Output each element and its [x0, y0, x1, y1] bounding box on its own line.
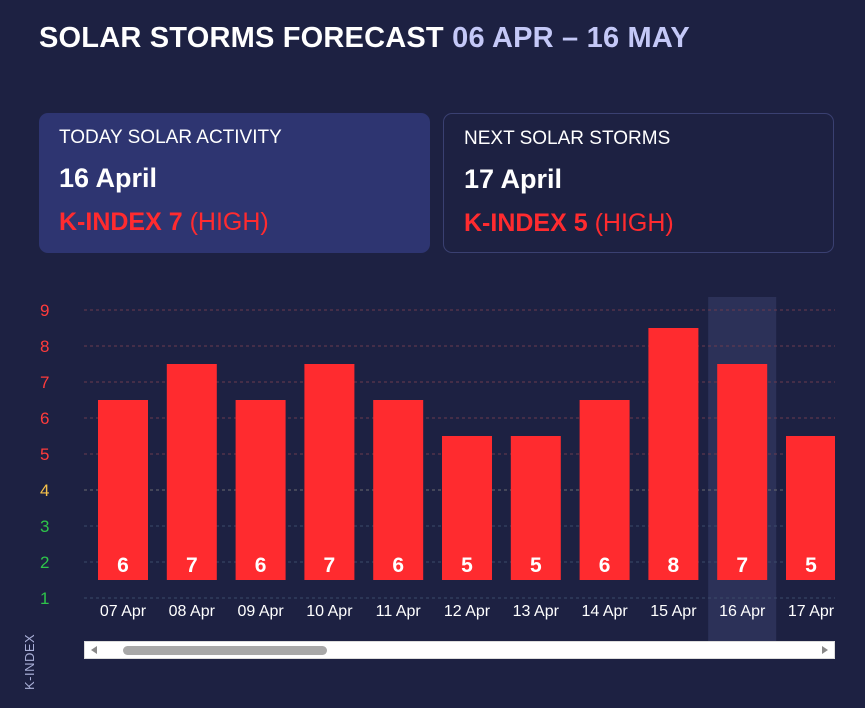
bar-7 — [579, 400, 630, 580]
bar-3 — [304, 364, 355, 580]
today-kindex: K-INDEX 7 (HIGH) — [59, 208, 410, 237]
title-text: SOLAR STORMS FORECAST — [39, 22, 444, 54]
x-tick-label-10: 17 Apr — [788, 603, 835, 620]
bar-value-label-1: 7 — [186, 554, 198, 577]
scroll-right-arrow-icon[interactable] — [822, 646, 828, 654]
next-card-label: NEXT SOLAR STORMS — [464, 128, 671, 149]
y-tick-label-4: 4 — [40, 481, 49, 500]
x-tick-label-6: 13 Apr — [513, 603, 560, 620]
bar-5 — [442, 436, 492, 580]
x-tick-label-8: 15 Apr — [650, 603, 697, 620]
today-card-label: TODAY SOLAR ACTIVITY — [59, 127, 282, 148]
bar-value-label-4: 6 — [392, 554, 404, 577]
x-tick-label-9: 16 Apr — [719, 603, 766, 620]
bar-value-label-5: 5 — [461, 554, 473, 577]
next-date: 17 April — [464, 164, 563, 194]
bar-8 — [648, 328, 699, 580]
bar-value-label-3: 7 — [324, 554, 336, 577]
bar-value-label-10: 5 — [805, 554, 817, 577]
bar-10 — [786, 436, 835, 580]
bar-0 — [98, 400, 148, 580]
page-title: SOLAR STORMS FORECAST 06 APR – 16 MAY — [39, 22, 690, 55]
y-tick-label-9: 9 — [40, 301, 49, 320]
date-range: 06 APR – 16 MAY — [452, 22, 690, 54]
next-kindex: K-INDEX 5 (HIGH) — [464, 209, 813, 238]
bar-value-label-7: 6 — [599, 554, 611, 577]
x-tick-label-1: 08 Apr — [169, 603, 216, 620]
bar-2 — [235, 400, 286, 580]
x-tick-label-5: 12 Apr — [444, 603, 491, 620]
y-tick-label-2: 2 — [40, 553, 49, 572]
next-kindex-level: (HIGH) — [594, 209, 674, 237]
y-tick-label-6: 6 — [40, 409, 49, 428]
y-tick-label-7: 7 — [40, 373, 49, 392]
scroll-left-arrow-icon[interactable] — [91, 646, 97, 654]
y-tick-label-5: 5 — [40, 445, 49, 464]
next-kindex-value: K-INDEX 5 — [464, 209, 588, 237]
bar-value-label-8: 8 — [668, 554, 680, 577]
bar-9 — [717, 364, 768, 580]
bar-value-label-9: 7 — [736, 554, 748, 577]
bar-6 — [510, 436, 561, 580]
x-tick-label-0: 07 Apr — [100, 603, 147, 620]
today-kindex-value: K-INDEX 7 — [59, 208, 183, 236]
scrollbar-thumb[interactable] — [123, 646, 327, 655]
x-tick-label-7: 14 Apr — [581, 603, 628, 620]
today-kindex-level: (HIGH) — [189, 208, 269, 236]
bar-value-label-6: 5 — [530, 554, 542, 577]
next-storm-card: NEXT SOLAR STORMS 17 April K-INDEX 5 (HI… — [443, 113, 834, 253]
y-tick-label-1: 1 — [40, 589, 49, 608]
chart-horizontal-scrollbar[interactable] — [84, 641, 835, 659]
x-tick-label-4: 11 Apr — [376, 603, 422, 620]
today-date: 16 April — [59, 163, 158, 193]
y-axis-label: K-INDEX — [22, 633, 37, 690]
bar-4 — [373, 400, 424, 580]
bar-value-label-2: 6 — [255, 554, 267, 577]
y-tick-label-8: 8 — [40, 337, 49, 356]
bar-1 — [166, 364, 217, 580]
x-tick-label-2: 09 Apr — [237, 603, 284, 620]
today-activity-card: TODAY SOLAR ACTIVITY 16 April K-INDEX 7 … — [39, 113, 430, 253]
x-tick-label-3: 10 Apr — [306, 603, 353, 620]
bar-value-label-0: 6 — [117, 554, 129, 577]
y-tick-label-3: 3 — [40, 517, 49, 536]
